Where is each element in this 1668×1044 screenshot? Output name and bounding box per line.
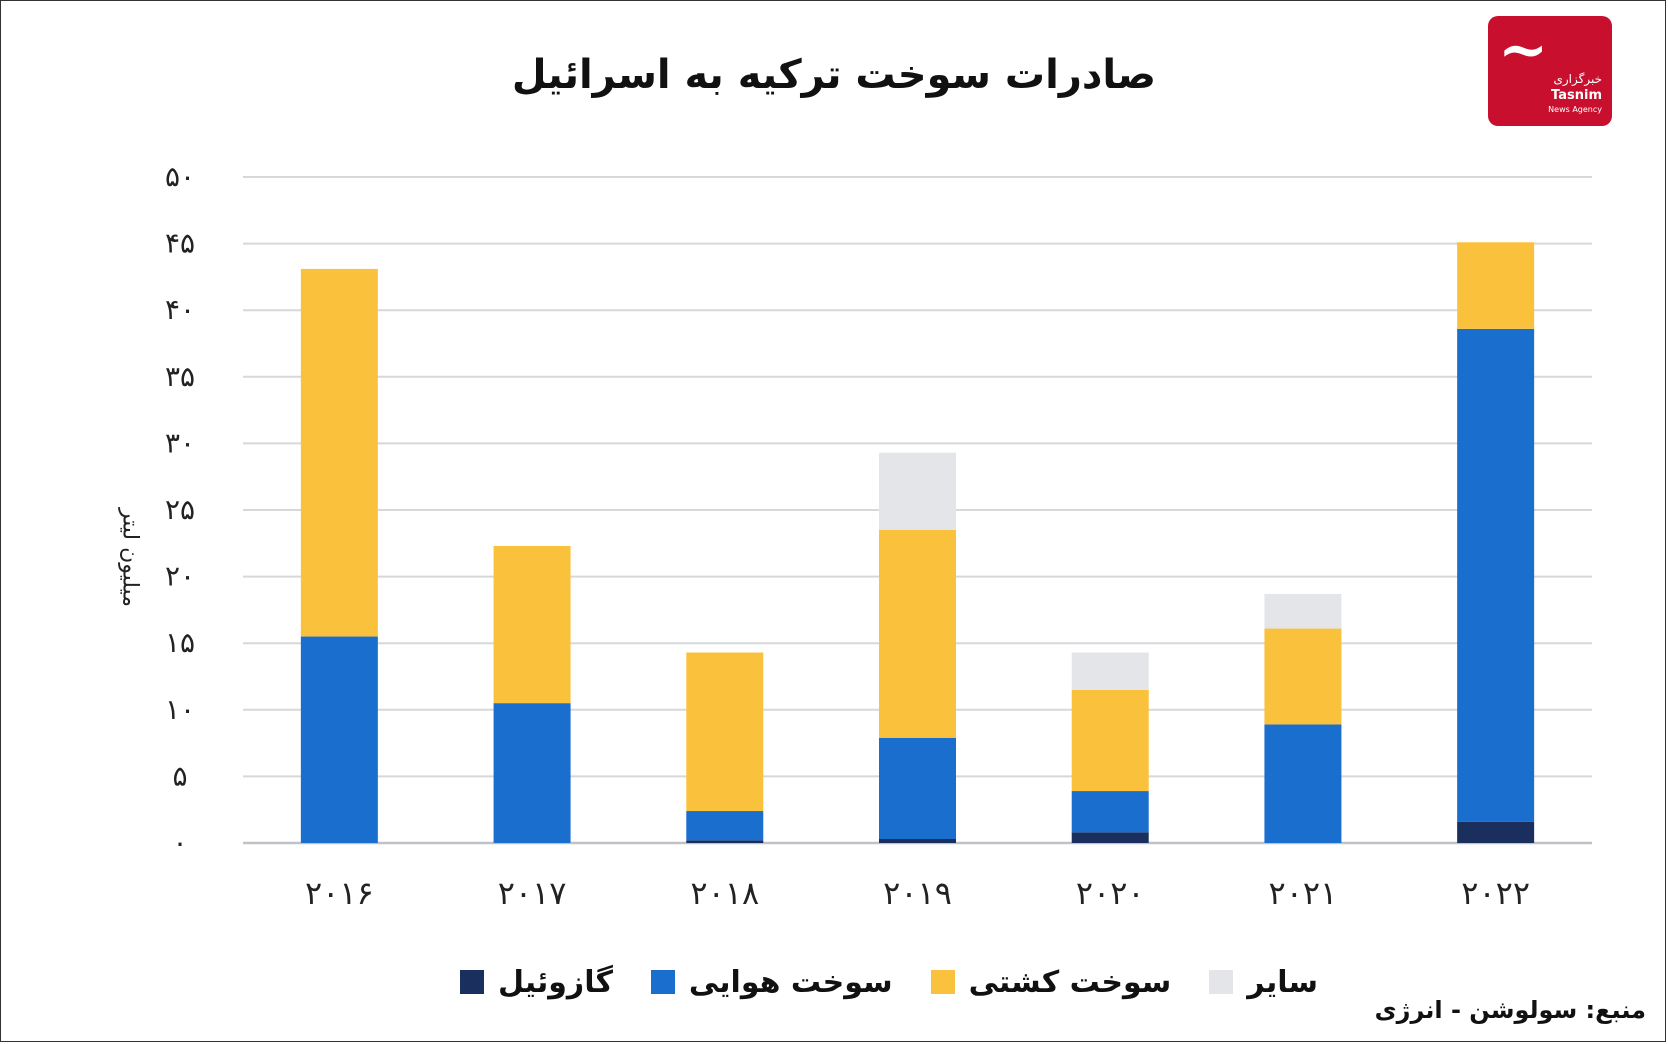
bar-segment: [1071, 652, 1149, 690]
y-tick-label: ۳۵: [165, 360, 195, 393]
tasnim-logo: ~ خبرگزاری Tasnim News Agency: [1488, 16, 1612, 126]
bar-segment: [1264, 724, 1342, 843]
chart-title: صادرات سوخت ترکیه به اسرائیل: [511, 52, 1157, 98]
legend-swatch: [930, 970, 955, 994]
legend-item: سایر: [1209, 965, 1318, 1000]
bar-segment: [686, 840, 764, 843]
y-tick-label: ۲۵: [165, 493, 195, 526]
y-tick-label: ۱۰: [165, 693, 195, 726]
x-tick-label: ۲۰۱۹: [883, 874, 952, 912]
bar-segment: [493, 545, 571, 704]
bar-segment: [1264, 628, 1342, 725]
bar-segment: [1071, 791, 1149, 833]
bar-segment: [879, 452, 956, 530]
x-tick-label: ۲۰۲۱: [1269, 874, 1338, 912]
legend-label: سوخت هوایی: [688, 964, 893, 1000]
y-tick-label: ۲۰: [165, 560, 195, 593]
legend-swatch: [650, 970, 675, 994]
tasnim-logo-mark-icon: ~: [1498, 16, 1549, 85]
y-tick-label: ۱۵: [165, 626, 195, 659]
bar-segment: [493, 703, 571, 843]
y-tick-label: ۰: [172, 826, 187, 859]
legend-swatch: [1209, 970, 1234, 994]
bar-segment: [1457, 821, 1535, 843]
x-tick-label: ۲۰۲۰: [1076, 874, 1145, 912]
x-tick-label: ۲۰۱۷: [498, 874, 567, 912]
x-tick-label: ۲۰۱۶: [305, 874, 374, 912]
y-tick-label: ۵۰: [165, 160, 195, 193]
x-tick-label: ۲۰۱۸: [690, 874, 759, 912]
y-tick-label: ۴۵: [165, 227, 195, 260]
legend-item: سوخت کشتی: [930, 964, 1172, 1000]
bar-segment: [1457, 328, 1535, 822]
y-axis-label: میلیون لیتر: [117, 508, 143, 607]
bar-segment: [1071, 689, 1149, 792]
legend-item: سوخت هوایی: [650, 964, 893, 1000]
bar-segment: [686, 811, 764, 841]
bar-segment: [1071, 832, 1149, 843]
legend-item: گازوئیل: [460, 965, 613, 1000]
bar-segment: [686, 652, 764, 812]
bar-segment: [300, 636, 378, 843]
y-axis-label-wrap: میلیون لیتر: [110, 460, 150, 660]
source-note: منبع: سولوشن - انرژی: [1374, 996, 1646, 1024]
bar-segment: [300, 268, 378, 637]
bar-segment: [879, 839, 956, 843]
logo-text-sub: News Agency: [1548, 105, 1602, 114]
bar-segment: [1264, 593, 1342, 629]
bar-segment: [1457, 242, 1535, 329]
legend-label: گازوئیل: [498, 964, 613, 1000]
logo-text-fa: خبرگزاری: [1553, 72, 1602, 86]
y-tick-label: ۴۰: [165, 293, 195, 326]
legend-label: سایر: [1247, 964, 1318, 1000]
y-tick-label: ۳۰: [165, 426, 195, 459]
y-tick-label: ۵: [172, 759, 187, 792]
bar-segment: [879, 529, 956, 738]
bar-segment: [879, 737, 956, 840]
x-tick-label: ۲۰۲۲: [1461, 874, 1530, 912]
legend-swatch: [460, 970, 484, 994]
legend: گازوئیل سوخت هوایی سوخت کشتی سایر: [460, 962, 1318, 1002]
legend-label: سوخت کشتی: [968, 964, 1172, 1000]
logo-text-en: Tasnim: [1551, 88, 1602, 103]
